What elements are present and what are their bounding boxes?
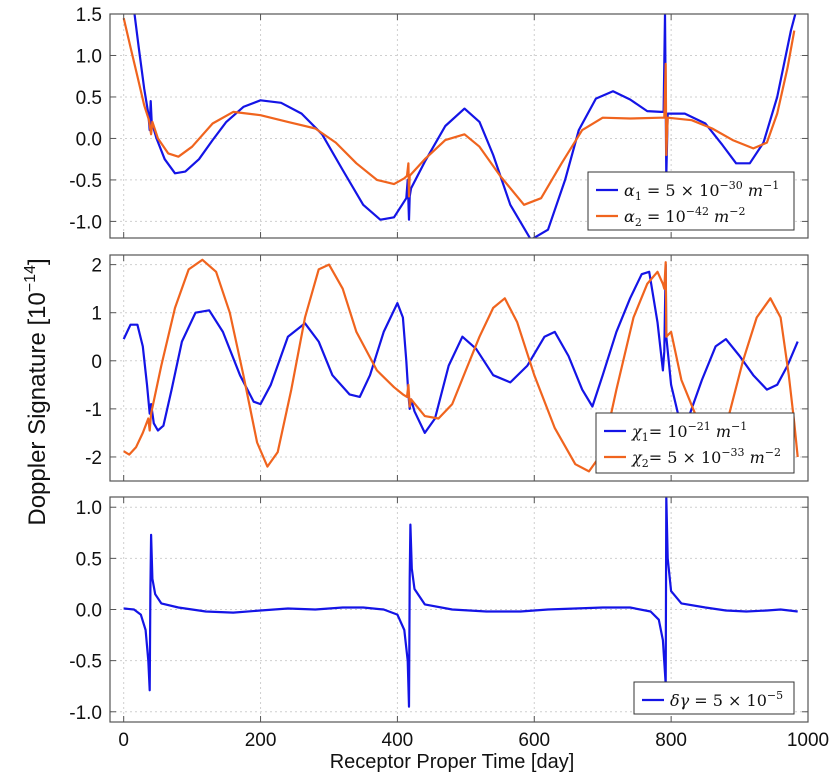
y-tick-label: 2: [91, 256, 102, 277]
y-tick-label: 1.5: [76, 5, 102, 26]
legend: α1 = 5 × 10−30 m−1α2 = 10−42 m−2: [587, 171, 795, 231]
y-tick-label: -1: [85, 400, 102, 421]
plot-frame: [109, 254, 809, 482]
legend-box: [587, 171, 795, 231]
y-tick-label: 0.0: [76, 601, 102, 622]
y-tick-label: -1.0: [69, 212, 102, 233]
legend-label-chi1: χ1= 10−21 m−1: [631, 420, 747, 444]
y-axis-label: Doppler Signature [10−14]: [22, 258, 51, 525]
legend: δγ = 5 × 10−5: [633, 681, 795, 715]
middle-chart-panel: -2 -1 0 1 2 χ1= 10−21 m−1χ2= 5 × 10−33 m−2: [85, 254, 809, 482]
y-tick-label: -1.0: [69, 703, 102, 724]
y-tick-label: 0.0: [76, 129, 102, 150]
legend-box: [633, 681, 795, 715]
y-tick-label: 0.5: [76, 549, 102, 570]
top-chart-panel: -1.0 -0.5 0.0 0.5 1.0 1.5 α1 = 5 × 10−30 m−1α2…: [69, 5, 809, 239]
plot-frame: [109, 13, 809, 239]
legend: χ1= 10−21 m−1χ2= 5 × 10−33 m−2: [595, 412, 795, 474]
y-tick-label: 1.0: [76, 498, 102, 519]
y-tick-label: 0: [91, 352, 102, 373]
series-line-delta-gamma: [123, 497, 798, 708]
y-tick-label: 1.0: [76, 46, 102, 67]
legend-label-alpha2: α2 = 10−42 m−2: [624, 205, 745, 229]
y-tick-label: -2: [85, 448, 102, 469]
y-tick-label: 0.5: [76, 88, 102, 109]
y-tick-label: 1: [91, 304, 102, 325]
series-line-chi1: [122, 263, 799, 434]
x-axis-label: Receptor Proper Time [day]: [330, 751, 575, 773]
series-line-alpha2: [122, 17, 796, 206]
x-tick-label: 800: [655, 730, 687, 751]
legend-label-delta-gamma: δγ = 5 × 10−5: [670, 689, 783, 710]
x-tick-label: 600: [518, 730, 550, 751]
x-tick-label: 0: [118, 730, 129, 751]
x-tick-label: 400: [382, 730, 414, 751]
y-tick-label: -0.5: [69, 171, 102, 192]
legend-label-alpha1: α1 = 5 × 10−30 m−1: [624, 179, 779, 203]
y-tick-label: -0.5: [69, 652, 102, 673]
x-tick-label: 200: [245, 730, 277, 751]
legend-box: [595, 412, 795, 474]
legend-label-chi2: χ2= 5 × 10−33 m−2: [631, 446, 781, 470]
series-line-chi2: [123, 258, 799, 473]
x-tick-label: 1000: [787, 730, 829, 751]
